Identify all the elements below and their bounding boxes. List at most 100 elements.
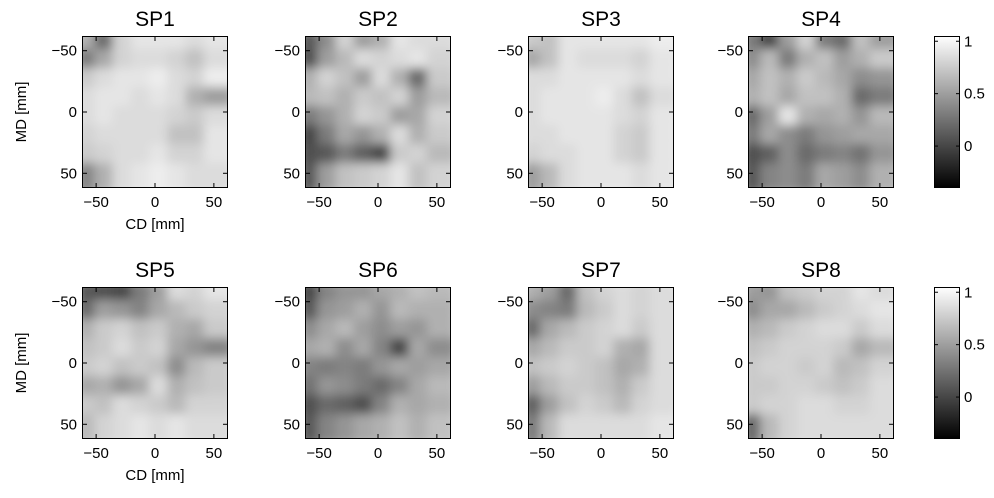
panel-title: SP3 (581, 8, 621, 31)
x-tick-label: 50 (429, 445, 446, 462)
y-tick-label: 50 (283, 165, 300, 182)
heatmap-cell (869, 163, 894, 188)
colorbar-frame (934, 36, 960, 188)
y-tick-label: −50 (52, 294, 77, 311)
panel-title: SP2 (358, 8, 398, 31)
heatmap-cells (305, 36, 451, 188)
colorbar-tick-label: 0 (964, 138, 972, 155)
heatmap-image (748, 287, 894, 439)
x-axis-label: CD [mm] (125, 467, 184, 484)
x-tick-label: 0 (151, 445, 159, 462)
y-axis-label: MD [mm] (13, 333, 30, 394)
colorbar: 10.50 (934, 284, 985, 439)
x-tick-label: 0 (597, 445, 605, 462)
x-tick-label: 0 (374, 194, 382, 211)
y-tick-label: 50 (506, 416, 523, 433)
heatmap-cell (649, 163, 674, 188)
heatmap-cells (82, 36, 228, 188)
y-tick-label: 0 (735, 355, 743, 372)
x-tick-label: 50 (429, 194, 446, 211)
panel-sp7: SP7 −50 0 50 −50 0 50 (498, 259, 674, 462)
y-tick-label: −50 (52, 43, 77, 60)
x-tick-label: −50 (306, 445, 331, 462)
colorbar-tick-label: 1 (964, 284, 972, 301)
x-tick-label: −50 (306, 194, 331, 211)
y-tick-label: 50 (60, 165, 77, 182)
panel-sp8: SP8 −50 0 50 −50 0 50 (718, 259, 894, 462)
heatmap-cells (748, 287, 894, 439)
panel-sp5: SP5 −50 0 50 −50 0 50 (52, 259, 228, 462)
y-tick-label: −50 (718, 43, 743, 60)
heatmap-cell (426, 163, 451, 188)
panel-title: SP4 (801, 8, 841, 31)
x-tick-label: 50 (206, 445, 223, 462)
heatmap-image (528, 36, 674, 188)
x-tick-label: −50 (749, 194, 774, 211)
panel-sp1: SP1 −50 0 50 −50 0 50 (52, 8, 228, 211)
heatmap-cells (305, 287, 451, 439)
colorbar-tick-label: 0.5 (964, 337, 985, 354)
heatmap-image (82, 36, 228, 188)
x-tick-label: 0 (151, 194, 159, 211)
heatmap-cell (203, 163, 228, 188)
colorbar-gradient (934, 287, 960, 439)
heatmap-cell (203, 414, 228, 439)
colorbar-gradient (934, 36, 960, 188)
x-tick-label: −50 (529, 194, 554, 211)
y-tick-label: 0 (69, 355, 77, 372)
heatmap-image (305, 36, 451, 188)
heatmap-cells (82, 287, 228, 439)
colorbar-frame (934, 287, 960, 439)
x-tick-label: 50 (652, 445, 669, 462)
y-tick-label: −50 (498, 43, 523, 60)
x-tick-label: −50 (83, 445, 108, 462)
y-tick-label: 50 (726, 165, 743, 182)
x-tick-label: 0 (374, 445, 382, 462)
y-tick-label: 0 (292, 355, 300, 372)
x-tick-label: 0 (597, 194, 605, 211)
x-axis-label: CD [mm] (125, 216, 184, 233)
panel-title: SP8 (801, 259, 841, 282)
y-tick-label: −50 (275, 294, 300, 311)
panel-sp2: SP2 −50 0 50 −50 0 50 (275, 8, 451, 211)
x-tick-label: 50 (206, 194, 223, 211)
y-tick-label: −50 (718, 294, 743, 311)
y-tick-label: −50 (275, 43, 300, 60)
colorbar-tick-label: 1 (964, 33, 972, 50)
y-tick-label: 0 (515, 104, 523, 121)
colorbar-tick-label: 0 (964, 389, 972, 406)
panel-title: SP1 (135, 8, 175, 31)
heatmap-image (305, 287, 451, 439)
heatmap-image (748, 36, 894, 188)
panel-title: SP5 (135, 259, 175, 282)
y-tick-label: 50 (60, 416, 77, 433)
heatmap-cells (748, 36, 894, 188)
panel-sp4: SP4 −50 0 50 −50 0 50 (718, 8, 894, 211)
y-tick-label: 0 (69, 104, 77, 121)
panel-title: SP6 (358, 259, 398, 282)
x-tick-label: 0 (817, 445, 825, 462)
panel-sp6: SP6 −50 0 50 −50 0 50 (275, 259, 451, 462)
x-tick-label: −50 (529, 445, 554, 462)
y-tick-label: 0 (515, 355, 523, 372)
panel-sp3: SP3 −50 0 50 −50 0 50 (498, 8, 674, 211)
heatmap-cells (528, 287, 674, 439)
x-tick-label: 50 (872, 194, 889, 211)
heatmap-cell (649, 414, 674, 439)
x-tick-label: −50 (83, 194, 108, 211)
y-tick-label: 0 (292, 104, 300, 121)
y-tick-label: 50 (283, 416, 300, 433)
x-tick-label: 50 (872, 445, 889, 462)
colorbar: 10.50 (934, 33, 985, 188)
x-tick-label: 0 (817, 194, 825, 211)
x-tick-label: 50 (652, 194, 669, 211)
heatmap-image (82, 287, 228, 439)
y-axis-label: MD [mm] (13, 82, 30, 143)
colorbar-tick-label: 0.5 (964, 86, 985, 103)
heatmap-cell (426, 414, 451, 439)
heatmap-cell (869, 414, 894, 439)
heatmap-cells (528, 36, 674, 188)
heatmap-image (528, 287, 674, 439)
y-tick-label: 50 (506, 165, 523, 182)
